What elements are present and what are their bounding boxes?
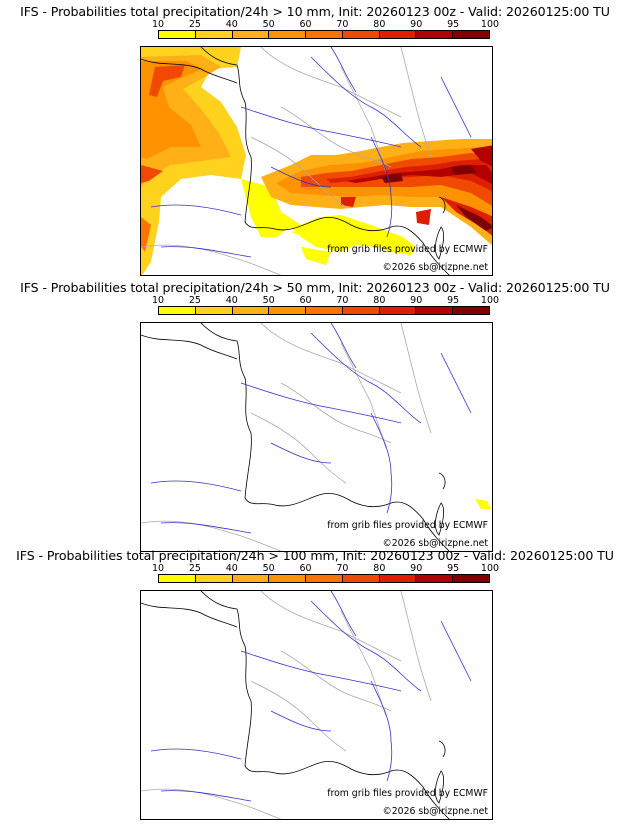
scale-tick-label: 10 [151, 295, 165, 306]
color-scale-bar [158, 30, 490, 39]
panel-title: IFS - Probabilities total precipitation/… [16, 548, 614, 563]
scale-swatch [231, 307, 269, 314]
scale-tick-label: 90 [410, 19, 423, 30]
panel-title: IFS - Probabilities total precipitation/… [20, 4, 610, 19]
scale-swatch [341, 575, 379, 582]
scale-tick-label: 100 [480, 295, 500, 306]
color-scale-bar [158, 306, 490, 315]
scale-swatch [194, 31, 232, 38]
scale-tick-label: 50 [262, 19, 275, 30]
scale-tick-label: 40 [225, 295, 238, 306]
scale-swatch [415, 575, 453, 582]
scale-tick-label: 60 [299, 563, 312, 574]
precipitation-map: from grib files provided by ECMWF ©2026 … [140, 590, 493, 820]
scale-tick-label: 10 [151, 19, 165, 30]
panel-10mm: IFS - Probabilities total precipitation/… [0, 0, 630, 276]
scale-swatch [194, 575, 232, 582]
scale-swatch [378, 31, 416, 38]
scale-swatch [415, 307, 453, 314]
precipitation-map: from grib files provided by ECMWF ©2026 … [140, 46, 493, 276]
scale-swatch [159, 575, 195, 582]
color-scale-bar [158, 574, 490, 583]
precipitation-map: from grib files provided by ECMWF ©2026 … [140, 322, 493, 552]
scale-swatch [231, 31, 269, 38]
scale-tick-label: 60 [299, 19, 312, 30]
scale-tick-label: 80 [373, 295, 386, 306]
scale-swatch [194, 307, 232, 314]
scale-tick-label: 40 [225, 563, 238, 574]
scale-swatch [159, 31, 195, 38]
scale-tick-label: 95 [447, 563, 460, 574]
scale-swatch [159, 307, 195, 314]
scale-tick-label: 10 [151, 563, 165, 574]
scale-tick-label: 90 [410, 563, 423, 574]
map-canvas [141, 323, 491, 551]
scale-swatch [305, 307, 342, 314]
scale-tick-label: 95 [447, 295, 460, 306]
scale-swatch [452, 575, 490, 582]
geography-lines [141, 591, 472, 819]
scale-tick-label: 70 [336, 563, 349, 574]
panel-50mm: IFS - Probabilities total precipitation/… [0, 276, 630, 552]
scale-swatch [452, 31, 490, 38]
panel-title: IFS - Probabilities total precipitation/… [20, 280, 610, 295]
scale-tick-label: 60 [299, 295, 312, 306]
scale-tick-label: 70 [336, 295, 349, 306]
map-canvas [141, 591, 472, 819]
scale-swatch [268, 575, 306, 582]
copyright: ©2026 sb@irizpne.net [382, 806, 488, 817]
scale-tick-label: 25 [188, 19, 201, 30]
scale-swatch [268, 31, 306, 38]
panel-100mm: IFS - Probabilities total precipitation/… [0, 544, 630, 820]
scale-tick-label: 100 [480, 563, 500, 574]
scale-swatch [452, 307, 490, 314]
scale-tick-label: 50 [262, 563, 275, 574]
source-credit: from grib files provided by ECMWF [327, 244, 488, 255]
scale-swatch [305, 575, 342, 582]
scale-tick-label: 80 [373, 19, 386, 30]
scale-tick-label: 95 [447, 19, 460, 30]
color-scale-labels: 10 25 40 50 60 70 80 90 95 100 [152, 563, 499, 574]
geography-lines [141, 323, 472, 551]
scale-swatch [268, 307, 306, 314]
scale-swatch [305, 31, 342, 38]
scale-swatch [231, 575, 269, 582]
geography-lines [141, 47, 472, 275]
scale-tick-label: 40 [225, 19, 238, 30]
scale-tick-label: 50 [262, 295, 275, 306]
scale-tick-label: 25 [188, 563, 201, 574]
source-credit: from grib files provided by ECMWF [327, 788, 488, 799]
color-scale-labels: 10 25 40 50 60 70 80 90 95 100 [152, 19, 499, 30]
color-scale-labels: 10 25 40 50 60 70 80 90 95 100 [152, 295, 499, 306]
scale-tick-label: 80 [373, 563, 386, 574]
map-canvas [141, 47, 492, 275]
source-credit: from grib files provided by ECMWF [327, 520, 488, 531]
scale-tick-label: 90 [410, 295, 423, 306]
scale-swatch [341, 31, 379, 38]
scale-tick-label: 25 [188, 295, 201, 306]
copyright: ©2026 sb@irizpne.net [382, 538, 488, 549]
scale-tick-label: 100 [480, 19, 500, 30]
precip-field [475, 499, 491, 509]
scale-swatch [378, 575, 416, 582]
scale-swatch [415, 31, 453, 38]
scale-swatch [378, 307, 416, 314]
precip-field [141, 47, 492, 275]
scale-tick-label: 70 [336, 19, 349, 30]
copyright: ©2026 sb@irizpne.net [382, 262, 488, 273]
scale-swatch [341, 307, 379, 314]
